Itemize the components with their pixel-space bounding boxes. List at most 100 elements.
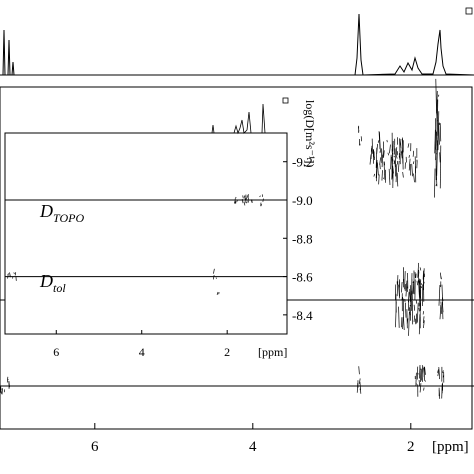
main-cross-peak [442,297,444,302]
main-cross-peak [378,131,381,150]
main-cross-peak [404,283,407,292]
main-cross-peak [422,268,425,290]
main-cross-peak [378,174,380,185]
main-cross-peak [402,171,404,178]
main-cross-peak [440,301,443,315]
main-cross-peak [405,280,408,297]
inset-cross-peak [216,291,219,295]
main-cross-peak [405,302,407,318]
main-cross-peak [381,154,383,168]
main-frame [0,86,473,430]
main-cross-peak [402,316,404,330]
inset-projection-trace [5,103,266,135]
main-cross-peak [412,281,415,294]
main-cross-peak [397,160,400,172]
main-cross-peak [406,318,409,324]
main-cross-peak [417,262,419,278]
inset-cross-peak [213,275,215,280]
main-cross-peak [408,307,411,316]
inset-y-tick-label: -8.6 [292,270,313,285]
main-cross-peak [383,150,385,158]
inset-cross-peak [7,274,9,279]
main-cross-peak [441,284,444,305]
main-cross-peak [438,367,441,380]
inset-plot: -9.2 -9.0 -8.8 -8.6 -8.4 6 4 2 [ppm] log(D[m²s… [4,100,317,359]
inset-x-tick-label: 4 [139,345,145,359]
main-cross-peak [373,150,375,159]
inset-cross-peak [213,268,215,274]
main-cross-peak [437,111,440,151]
main-cross-peak [369,154,372,165]
inset-cross-peak [246,195,248,200]
main-cross-peak [396,151,399,156]
frame-corner-square [282,97,289,104]
inset-x-axis-label: [ppm] [258,345,287,359]
main-cross-peak [396,275,399,297]
main-cross-peak [434,168,436,198]
inset-x-axis: 6 4 2 [53,330,230,359]
main-cross-peak [423,387,425,391]
projection-trace [0,13,474,76]
main-cross-peak [377,140,380,143]
inset-background [4,132,288,335]
main-cross-peak [413,315,416,322]
main-cross-peak [359,381,362,394]
main-cross-peak [423,320,425,329]
main-cross-peak [404,271,406,290]
inset-cross-peak [241,198,244,204]
main-cross-peak [393,160,395,165]
main-cross-peak [439,305,442,320]
main-cross-peak [6,376,9,383]
main-cross-peak [412,281,414,284]
top-projection-spectrum [0,13,474,76]
main-cross-peak [435,131,437,161]
main-cross-peak [418,286,421,307]
main-cross-peak [398,156,401,160]
main-cross-peak [395,147,398,156]
main-cross-peak [438,389,441,399]
main-cross-peak [391,156,393,177]
main-x-tick-label: 4 [249,439,257,455]
inset-y-tick-label: -8.8 [292,231,313,246]
main-cross-peak [7,378,9,381]
inset-cross-peak [262,198,264,202]
main-x-tick-label: 2 [407,439,415,455]
main-plot-area: 6 4 2 [ppm] [0,78,474,455]
main-x-axis-label: [ppm] [432,439,469,455]
main-cross-peak [389,144,391,154]
inset-cross-peak [259,195,261,198]
main-cross-peak [400,151,403,159]
main-cross-peak [409,285,412,307]
projection-corner-square [465,7,473,15]
main-cross-peak [399,153,401,157]
main-cross-peak [435,78,437,114]
inset-cross-peak [215,277,217,279]
main-cross-peak [437,369,439,373]
inset-y-tick-label: -9.0 [292,193,313,208]
main-cross-peak [442,370,444,373]
main-cross-peak [401,138,403,154]
main-cross-peak [375,160,378,179]
main-cross-peak [394,159,397,177]
main-cross-peak [421,365,424,377]
main-cross-peak [396,155,398,159]
main-cross-peak [409,289,411,302]
main-cross-peak [413,173,415,183]
main-cross-peak [419,267,422,271]
main-cross-peak [418,278,421,285]
main-cross-peak [424,367,426,375]
main-cross-peak [387,152,390,156]
main-cross-peak [388,168,391,185]
main-cross-peak [418,280,420,298]
main-cross-peak [407,292,410,311]
main-cross-peak [413,304,416,311]
main-cross-peak [358,366,360,375]
main-cross-peak [439,145,442,189]
main-cross-peak [373,173,376,177]
main-cross-peak [416,320,419,323]
main-cross-peak [434,118,436,154]
inset-cross-peak [242,195,244,199]
main-cross-peak [423,366,425,381]
main-cross-peak [422,281,425,287]
main-cross-peak [370,145,373,160]
